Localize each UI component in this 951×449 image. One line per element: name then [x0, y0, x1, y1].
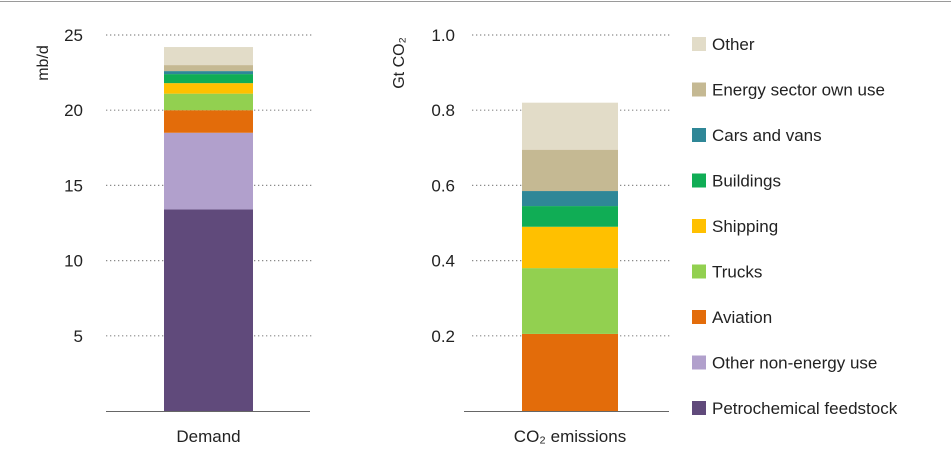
legend-label: Cars and vans: [712, 126, 822, 145]
bar-segment-shipping: [522, 226, 618, 269]
y-axis-label: mb/d: [35, 45, 52, 81]
chart-panels: 5 10 15 20 25 mb/d Demand 0.2 0.4 0.6 0.8 1.0 Gt CO₂…: [35, 26, 672, 446]
bar-segment-shipping: [164, 83, 253, 94]
legend-item-trucks: Trucks: [692, 263, 762, 282]
legend-item-aviation: Aviation: [692, 308, 772, 327]
x-category-label: CO₂ emissions: [514, 427, 626, 446]
chart-panel-2: 0.2 0.4 0.6 0.8 1.0 Gt CO₂ CO₂ emissions: [391, 26, 672, 446]
legend-label: Petrochemical feedstock: [712, 399, 898, 418]
bar-segment-other: [522, 102, 618, 150]
bar-segment-trucks: [164, 93, 253, 111]
legend-label: Aviation: [712, 308, 772, 327]
bar-segment-aviation: [164, 110, 253, 133]
legend-swatch: [692, 355, 706, 370]
legend-swatch: [692, 173, 706, 188]
y-tick-label: 0.4: [431, 252, 455, 271]
y-tick-label: 10: [64, 252, 83, 271]
legend-swatch: [692, 401, 706, 415]
y-tick-label: 0.2: [431, 327, 455, 346]
y-tick-label: 0.6: [431, 176, 455, 195]
bar-segment-cars-and-vans: [522, 191, 618, 207]
legend-label: Shipping: [712, 217, 778, 236]
legend-swatch: [692, 219, 706, 233]
y-tick-label: 25: [64, 26, 83, 45]
bar-segment-energy-sector-own-use: [164, 65, 253, 72]
bar-segment-other-non-energy-use: [164, 132, 253, 210]
legend-item-petrochemical-feedstock: Petrochemical feedstock: [692, 399, 898, 418]
legend-swatch: [692, 310, 706, 324]
legend-item-cars-and-vans: Cars and vans: [692, 126, 822, 145]
legend-label: Buildings: [712, 172, 781, 191]
bar-segment-energy-sector-own-use: [522, 149, 618, 192]
bar-segment-trucks: [522, 268, 618, 334]
legend-label: Other non-energy use: [712, 354, 877, 373]
y-tick-label: 5: [74, 327, 83, 346]
legend-item-energy-sector-own-use: Energy sector own use: [692, 81, 885, 100]
bar-segment-cars-and-vans: [164, 71, 253, 75]
legend-swatch: [692, 264, 706, 279]
legend-item-buildings: Buildings: [692, 172, 781, 191]
x-category-label: Demand: [176, 427, 240, 446]
legend: Other Energy sector own use Cars and vans B…: [692, 35, 898, 418]
bar-segment-buildings: [522, 206, 618, 227]
legend-swatch: [692, 37, 706, 51]
y-tick-label: 0.8: [431, 101, 455, 120]
legend-swatch: [692, 128, 706, 142]
legend-label: Energy sector own use: [712, 81, 885, 100]
legend-item-other: Other: [692, 35, 755, 54]
bar-segment-aviation: [522, 333, 618, 411]
y-tick-label: 1.0: [431, 26, 455, 45]
legend-label: Other: [712, 35, 755, 54]
legend-label: Trucks: [712, 263, 762, 282]
bar-segment-petrochemical-feedstock: [164, 209, 253, 411]
y-tick-label: 15: [64, 176, 83, 195]
y-axis-label: Gt CO₂: [391, 37, 408, 89]
chart-panel-1: 5 10 15 20 25 mb/d Demand: [35, 26, 314, 446]
bar-segment-buildings: [164, 74, 253, 84]
legend-item-other-non-energy-use: Other non-energy use: [692, 354, 877, 373]
legend-swatch: [692, 82, 706, 97]
bar-segment-other: [164, 47, 253, 66]
legend-item-shipping: Shipping: [692, 217, 778, 236]
y-tick-label: 20: [64, 101, 83, 120]
